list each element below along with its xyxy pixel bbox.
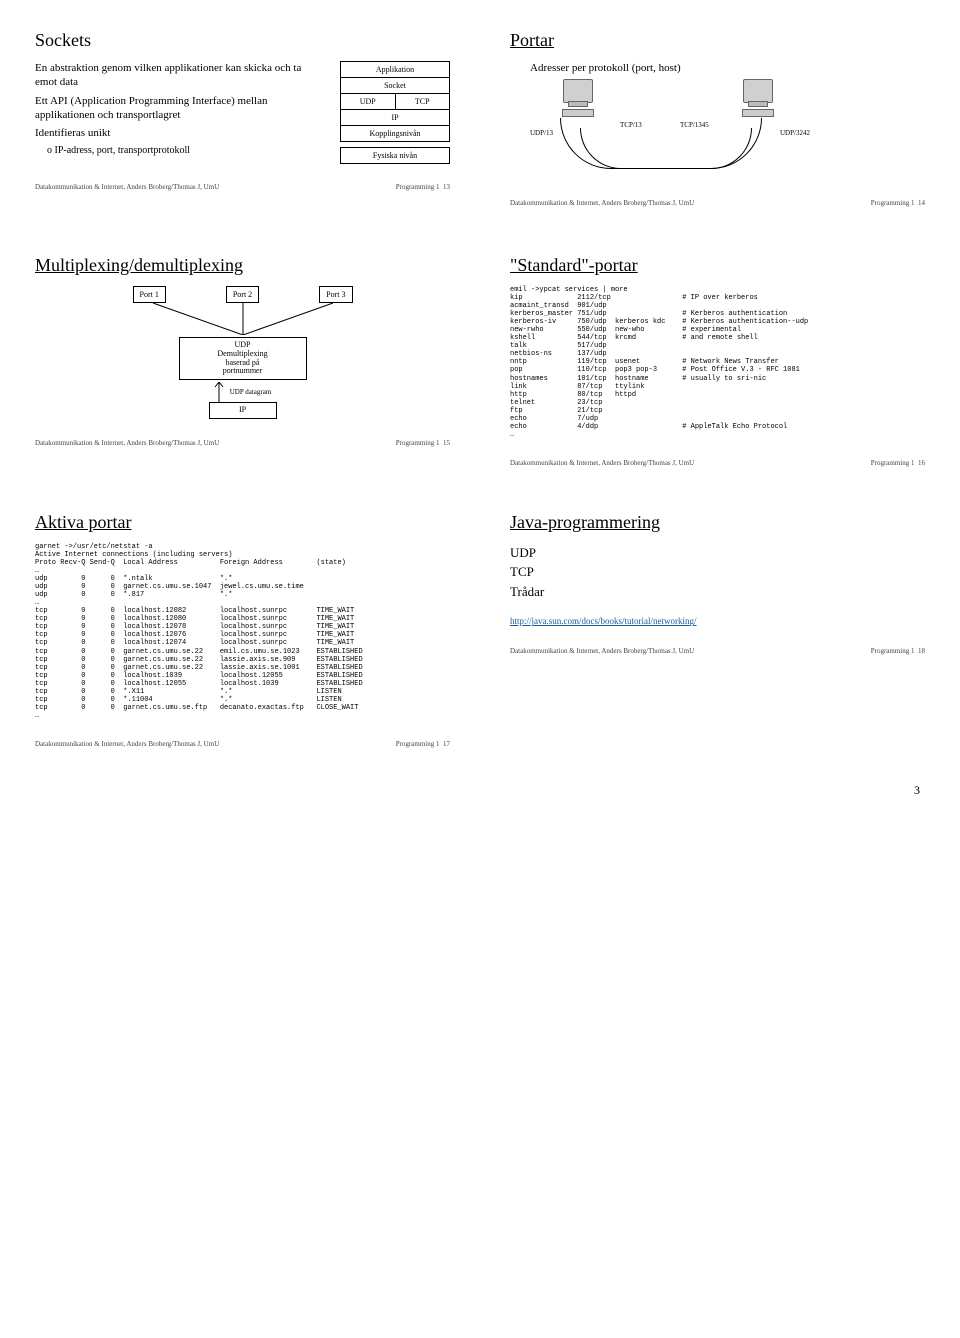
slide-title: Aktiva portar: [35, 512, 450, 533]
slide-footer: Datakommunikation & Internet, Anders Bro…: [510, 199, 925, 207]
computer-icon: [740, 79, 776, 117]
protocol-stack-diagram: Applikation Socket UDP TCP IP Kopplingsn…: [340, 61, 450, 163]
slide-footer: Datakommunikation & Internet, Anders Bro…: [35, 183, 450, 191]
slide-footer: Datakommunikation & Internet, Anders Bro…: [510, 459, 925, 467]
java-tutorial-link[interactable]: http://java.sun.com/docs/books/tutorial/…: [510, 616, 696, 626]
arrow-up-icon: [214, 382, 224, 402]
slide-footer: Datakommunikation & Internet, Anders Bro…: [35, 439, 450, 447]
mux-box: UDP Demultiplexing baserad på portnummer: [179, 337, 307, 380]
slide-footer: Datakommunikation & Internet, Anders Bro…: [510, 647, 925, 655]
slide-sockets: Sockets En abstraktion genom vilken appl…: [20, 20, 465, 215]
netstat-listing: garnet ->/usr/etc/netstat -a Active Inte…: [35, 543, 450, 720]
slide-portar: Portar Adresser per protokoll (port, hos…: [495, 20, 940, 215]
slide-body: En abstraktion genom vilken applikatione…: [35, 61, 320, 157]
ports-subtitle: Adresser per protokoll (port, host): [530, 61, 925, 75]
slide-title: Java-programmering: [510, 512, 925, 533]
slide-mux: Multiplexing/demultiplexing Port 1 Port …: [20, 245, 465, 472]
mux-diagram: Port 1 Port 2 Port 3 UDP Demultiplexing …: [133, 286, 353, 419]
mux-lines-icon: [133, 303, 353, 335]
slide-title: Sockets: [35, 30, 450, 51]
slide-title: "Standard"-portar: [510, 255, 925, 276]
slide-java: Java-programmering UDP TCP Trådar http:/…: [495, 502, 940, 753]
services-listing: emil ->ypcat services | more kip 2112/tc…: [510, 286, 925, 439]
java-topics: UDP TCP Trådar: [510, 543, 925, 602]
slide-active-ports: Aktiva portar garnet ->/usr/etc/netstat …: [20, 502, 465, 753]
network-diagram: UDP/13 TCP/13 TCP/1345 UDP/3242: [530, 79, 810, 179]
slide-title: Multiplexing/demultiplexing: [35, 255, 450, 276]
slide-standard-ports: "Standard"-portar emil ->ypcat services …: [495, 245, 940, 472]
page-number: 3: [20, 783, 940, 798]
computer-icon: [560, 79, 596, 117]
slide-title: Portar: [510, 30, 925, 51]
slide-footer: Datakommunikation & Internet, Anders Bro…: [35, 740, 450, 748]
